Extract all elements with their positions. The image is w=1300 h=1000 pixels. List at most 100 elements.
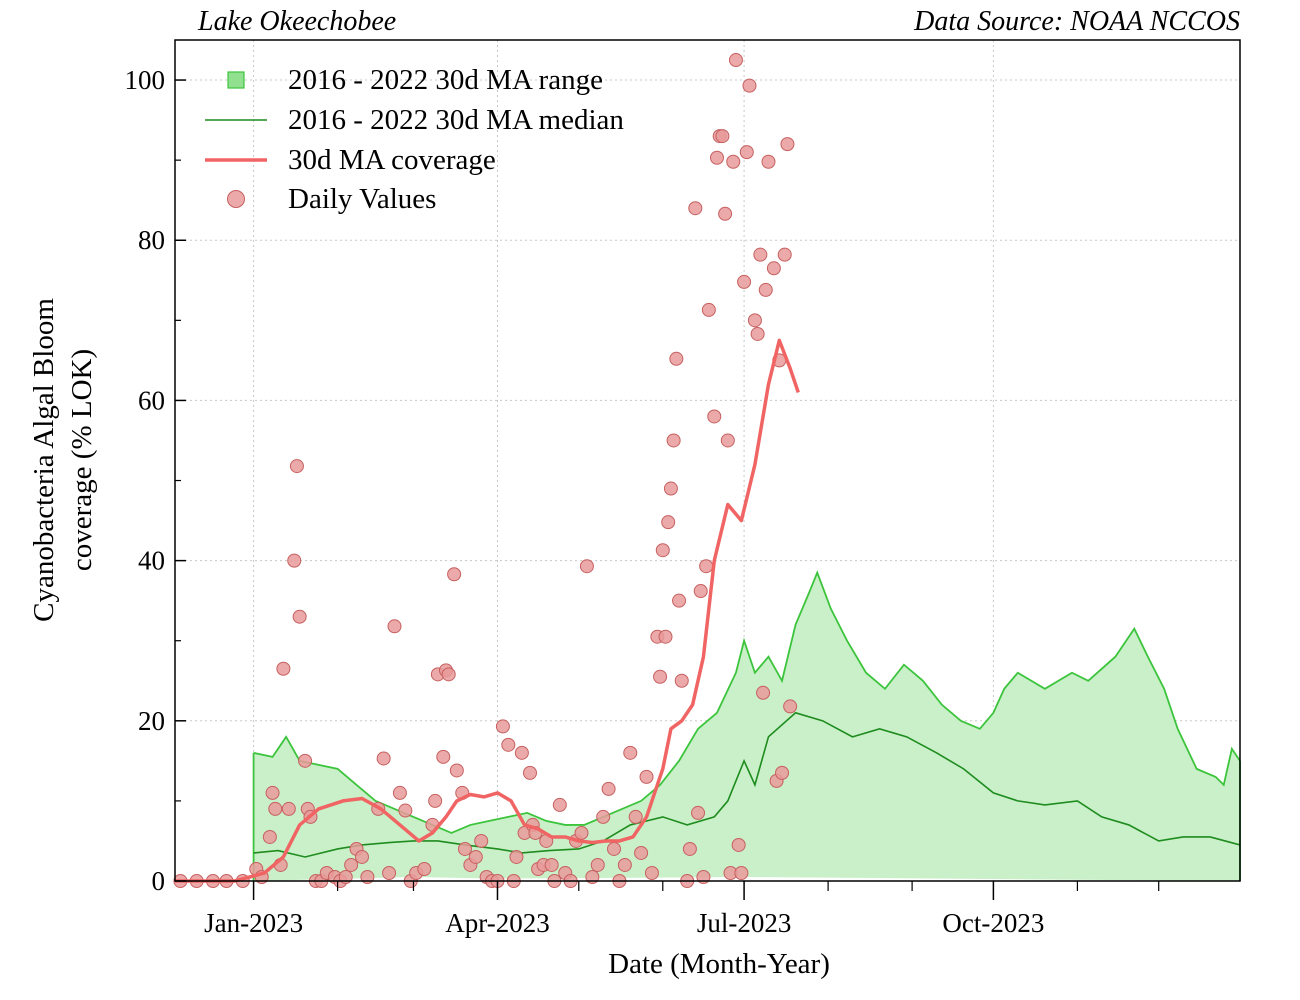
y-tick-label-2: 40 (138, 546, 165, 576)
daily-value-point-27 (354, 849, 369, 864)
daily-value-point-92 (666, 433, 681, 448)
daily-value-point-88 (655, 543, 670, 558)
daily-value-point-37 (417, 861, 432, 876)
daily-value-point-99 (691, 805, 706, 820)
daily-value-point-49 (468, 849, 483, 864)
daily-value-point-47 (457, 841, 472, 856)
legend-label-1: 2016 - 2022 30d MA median (288, 104, 624, 136)
daily-value-point-128 (777, 247, 792, 262)
x-tick-label-2: Jul-2023 (697, 908, 792, 938)
daily-value-point-68 (552, 797, 567, 812)
daily-value-point-45 (449, 763, 464, 778)
daily-value-point-75 (590, 857, 605, 872)
daily-value-point-120 (753, 247, 768, 262)
daily-value-point-123 (761, 154, 776, 169)
plot-border (174, 39, 1241, 882)
daily-value-point-39 (428, 793, 443, 808)
daily-value-point-124 (766, 261, 781, 276)
legend-label-0: 2016 - 2022 30d MA range (288, 64, 603, 96)
daily-value-point-114 (734, 865, 749, 880)
daily-value-point-30 (376, 751, 391, 766)
daily-value-point-116 (739, 145, 754, 160)
x-tick-label-3: Oct-2023 (942, 908, 1044, 938)
daily-value-point-91 (663, 481, 678, 496)
y-tick-label-3: 60 (138, 385, 165, 415)
y-tick-label-4: 80 (138, 225, 165, 255)
daily-value-point-122 (758, 282, 773, 297)
daily-value-point-44 (447, 567, 462, 582)
daily-value-point-108 (718, 206, 733, 221)
y-axis: 0 20 40 60 80 100 (125, 65, 186, 896)
y-axis-label-line1: Cyanobacteria Algal Bloom (28, 298, 60, 622)
daily-value-point-84 (639, 769, 654, 784)
daily-value-point-80 (617, 857, 632, 872)
daily-value-point-54 (495, 719, 510, 734)
legend: 2016 - 2022 30d MA range 2016 - 2022 30d … (205, 64, 624, 215)
daily-value-point-76 (596, 809, 611, 824)
daily-value-point-55 (501, 737, 516, 752)
daily-value-point-121 (756, 685, 771, 700)
daily-value-point-127 (775, 765, 790, 780)
header-left: Lake Okeechobee (197, 6, 396, 37)
daily-value-point-34 (398, 803, 413, 818)
y-tick-label-0: 0 (152, 866, 166, 896)
daily-value-point-8 (265, 785, 280, 800)
daily-value-point-32 (387, 619, 402, 634)
daily-value-point-14 (289, 459, 304, 474)
daily-value-point-81 (623, 745, 638, 760)
range-band-fill (253, 572, 1241, 881)
x-axis-label: Date (Month-Year) (608, 948, 830, 980)
legend-label-3: Daily Values (288, 183, 436, 215)
daily-value-point-115 (737, 274, 752, 289)
daily-value-point-89 (658, 629, 673, 644)
daily-value-point-102 (699, 559, 714, 574)
daily-value-point-60 (523, 765, 537, 780)
daily-value-point-118 (747, 313, 762, 328)
daily-value-point-111 (726, 154, 741, 169)
daily-value-point-93 (669, 351, 684, 366)
daily-value-point-105 (709, 150, 724, 165)
daily-value-point-82 (628, 809, 643, 824)
legend-symbol-range (227, 71, 245, 89)
daily-value-point-57 (509, 849, 524, 864)
header-right: Data Source: NOAA NCCOS (913, 6, 1240, 37)
daily-value-point-58 (514, 745, 529, 760)
legend-label-2: 30d MA coverage (288, 144, 496, 176)
daily-value-point-78 (607, 841, 622, 856)
daily-value-point-100 (693, 584, 708, 599)
y-axis-label-line2: coverage (% LOK) (66, 349, 98, 571)
daily-value-point-103 (701, 302, 716, 317)
daily-value-point-87 (653, 669, 668, 684)
daily-value-point-113 (731, 837, 746, 852)
y-tick-label-1: 20 (138, 706, 165, 736)
daily-value-point-107 (715, 129, 730, 144)
daily-value-point-72 (574, 825, 589, 840)
daily-value-point-95 (674, 673, 689, 688)
daily-value-point-50 (474, 833, 489, 848)
daily-value-point-98 (688, 201, 703, 216)
daily-value-point-94 (672, 593, 687, 608)
x-axis: Jan-2023 Apr-2023 Jul-2023 Oct-2023 (204, 881, 1160, 938)
daily-value-point-85 (644, 865, 659, 880)
x-tick-label-1: Apr-2023 (445, 908, 549, 938)
daily-value-point-66 (544, 857, 559, 872)
daily-value-point-13 (287, 553, 302, 568)
daily-value-point-15 (292, 609, 307, 624)
daily-value-point-12 (281, 801, 296, 816)
daily-value-point-11 (276, 661, 291, 676)
ma-coverage-series (175, 338, 800, 883)
daily-value-point-43 (441, 667, 456, 682)
daily-value-point-117 (742, 78, 757, 93)
daily-value-point-97 (682, 841, 697, 856)
ma-coverage-line (175, 338, 800, 883)
y-tick-label-5: 100 (125, 65, 166, 95)
daily-value-point-25 (344, 857, 359, 872)
daily-value-point-109 (720, 433, 735, 448)
daily-value-point-119 (750, 326, 765, 341)
daily-value-point-129 (780, 137, 795, 152)
x-tick-label-0: Jan-2023 (204, 908, 303, 938)
daily-value-point-7 (262, 829, 277, 844)
daily-value-point-33 (392, 785, 407, 800)
daily-value-point-16 (298, 753, 313, 768)
